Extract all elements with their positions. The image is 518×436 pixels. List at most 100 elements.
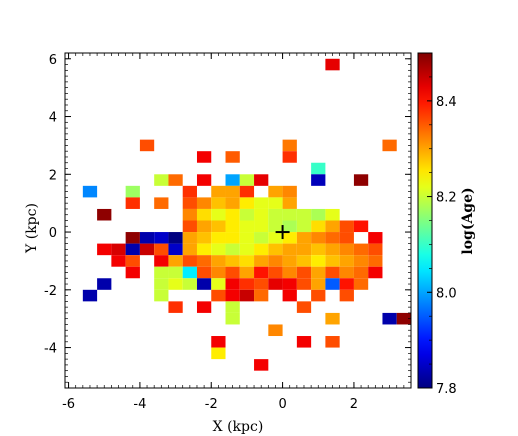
heatmap-cell bbox=[353, 243, 369, 256]
heatmap-cell bbox=[325, 266, 340, 279]
heatmap-cell bbox=[268, 278, 283, 290]
heatmap-cell bbox=[139, 243, 155, 256]
heatmap-cell bbox=[282, 208, 297, 221]
heatmap-cell bbox=[254, 289, 269, 302]
heatmap-cell bbox=[311, 255, 326, 267]
heatmap-cell bbox=[182, 243, 197, 256]
x-tick-label: -4 bbox=[133, 397, 146, 412]
heatmap-cell bbox=[125, 232, 140, 244]
heatmap-cell bbox=[339, 266, 354, 279]
heatmap-cell bbox=[168, 174, 183, 186]
heatmap-cell bbox=[211, 289, 226, 302]
heatmap-cell bbox=[382, 312, 397, 325]
heatmap-cell bbox=[154, 255, 169, 267]
heatmap-cell bbox=[168, 255, 183, 267]
heatmap-cell bbox=[325, 220, 340, 233]
heatmap-cell bbox=[196, 220, 212, 233]
heatmap-cell bbox=[254, 220, 269, 233]
heatmap-cell bbox=[311, 278, 326, 290]
heatmap-cell bbox=[225, 301, 240, 313]
heatmap-cell bbox=[339, 289, 354, 302]
heatmap-cell bbox=[268, 324, 283, 337]
heatmap-cell bbox=[168, 243, 183, 256]
heatmap-cell bbox=[239, 243, 255, 256]
heatmap-cell bbox=[239, 278, 255, 290]
heatmap-cell bbox=[268, 208, 283, 221]
heatmap-cell bbox=[196, 255, 212, 267]
x-axis-label: X (kpc) bbox=[213, 419, 264, 435]
heatmap-cell bbox=[239, 220, 255, 233]
heatmap-cell bbox=[225, 232, 240, 244]
heatmap-cell bbox=[196, 266, 212, 279]
heatmap-cell bbox=[296, 336, 312, 348]
heatmap-cell bbox=[311, 208, 326, 221]
heatmap-cell bbox=[239, 197, 255, 209]
heatmap-cell bbox=[97, 278, 112, 290]
heatmap-cell bbox=[196, 151, 212, 163]
heatmap-cell bbox=[282, 255, 297, 267]
heatmap-cell bbox=[168, 266, 183, 279]
heatmap-cell bbox=[353, 174, 369, 186]
heatmap-cell bbox=[125, 266, 140, 279]
heatmap-cell bbox=[325, 255, 340, 267]
heatmap-cell bbox=[339, 220, 354, 233]
heatmap-cell bbox=[282, 197, 297, 209]
heatmap-cell bbox=[311, 266, 326, 279]
heatmap-cell bbox=[239, 255, 255, 267]
heatmap-cell bbox=[268, 232, 283, 244]
x-tick-label: -6 bbox=[62, 397, 75, 412]
colorbar-tick-label: 8.2 bbox=[436, 191, 457, 206]
heatmap-cell bbox=[254, 174, 269, 186]
heatmap-cell bbox=[97, 243, 112, 256]
heatmap-cell bbox=[196, 301, 212, 313]
heatmap-cell bbox=[97, 208, 112, 221]
heatmap-cell bbox=[282, 139, 297, 152]
heatmap-cell bbox=[325, 232, 340, 244]
colorbar-tick-label: 8.0 bbox=[436, 286, 457, 301]
heatmap-cell bbox=[196, 174, 212, 186]
heatmap-cell bbox=[311, 232, 326, 244]
heatmap-cell bbox=[225, 208, 240, 221]
colorbar-label: log(Age) bbox=[460, 187, 476, 254]
heatmap-cell bbox=[239, 289, 255, 302]
heatmap-cell bbox=[268, 197, 283, 209]
heatmap-cell bbox=[225, 220, 240, 233]
heatmap-cell bbox=[268, 185, 283, 198]
axis-ticks: -6 -4 -2 0 2 -4 -2 0 2 4 6 bbox=[44, 52, 412, 412]
heatmap-cell bbox=[254, 208, 269, 221]
heatmap-cell bbox=[254, 243, 269, 256]
heatmap-cell bbox=[225, 255, 240, 267]
heatmap-cell bbox=[296, 243, 312, 256]
heatmap-cell bbox=[211, 197, 226, 209]
heatmap-cell bbox=[353, 220, 369, 233]
heatmap-cell bbox=[225, 266, 240, 279]
heatmap-cell bbox=[311, 174, 326, 186]
heatmap-cell bbox=[282, 232, 297, 244]
heatmap-cell bbox=[139, 139, 155, 152]
heatmap-cell bbox=[154, 289, 169, 302]
heatmap-cell bbox=[154, 266, 169, 279]
heatmap-cell bbox=[125, 197, 140, 209]
colorbar-tick-label: 8.4 bbox=[436, 95, 457, 110]
heatmap-cell bbox=[182, 197, 197, 209]
heatmap-cell bbox=[396, 312, 411, 325]
heatmap-cell bbox=[225, 243, 240, 256]
x-tick-label: 0 bbox=[278, 397, 286, 412]
heatmap-cell bbox=[325, 243, 340, 256]
heatmap-cell bbox=[282, 243, 297, 256]
heatmap-cell bbox=[311, 162, 326, 175]
heatmap-cell bbox=[325, 336, 340, 348]
heatmap-cell bbox=[254, 255, 269, 267]
heatmap-cell bbox=[239, 185, 255, 198]
heatmap-cell bbox=[225, 185, 240, 198]
heatmap-cell bbox=[325, 278, 340, 290]
heatmap-cell bbox=[154, 278, 169, 290]
heatmap-cell bbox=[353, 255, 369, 267]
heatmap-cells bbox=[82, 58, 411, 371]
heatmap-cell bbox=[211, 243, 226, 256]
heatmap-cell bbox=[154, 232, 169, 244]
heatmap-cell bbox=[225, 174, 240, 186]
heatmap-cell bbox=[168, 232, 183, 244]
heatmap-cell bbox=[196, 278, 212, 290]
heatmap-cell bbox=[196, 197, 212, 209]
